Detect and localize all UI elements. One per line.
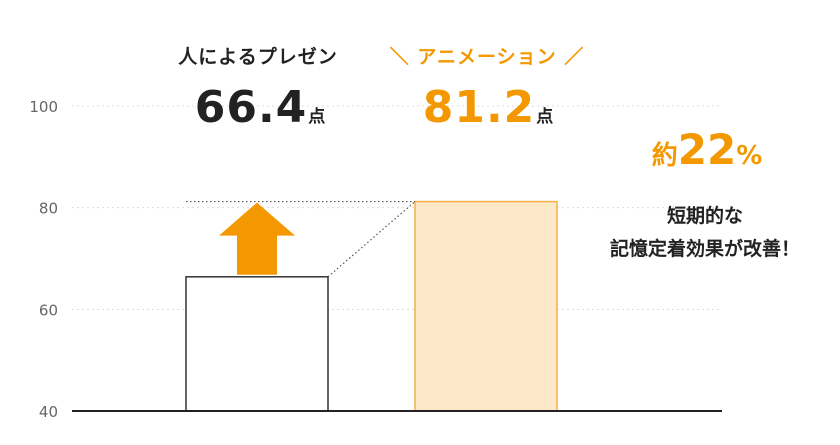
value-label-human-presentation: 66.4点 <box>190 82 330 133</box>
improvement-callout: 約22% <box>612 125 802 174</box>
y-tick-label: 80 <box>39 200 58 218</box>
up-arrow-icon <box>219 202 295 275</box>
y-tick-label: 100 <box>29 98 58 116</box>
value-label-animation: 81.2点 <box>418 82 558 133</box>
improvement-prefix: 約 <box>651 141 678 171</box>
y-tick-label: 60 <box>39 301 58 319</box>
value-unit: 点 <box>308 107 326 127</box>
value-number: 81.2 <box>422 82 536 133</box>
y-tick-label: 40 <box>39 403 58 421</box>
description-line-2: 記憶定着効果が改善！ <box>609 238 800 260</box>
header-deco-right: ／ <box>564 46 585 68</box>
bar-human-presentation <box>185 276 329 412</box>
improvement-description: 短期的な 記憶定着効果が改善！ <box>580 200 830 266</box>
improvement-unit: % <box>736 141 763 171</box>
description-line-1: 短期的な <box>666 205 743 227</box>
bar-animation <box>414 200 558 412</box>
value-unit: 点 <box>536 107 554 127</box>
category-label-animation: ＼ アニメーション ／ <box>382 42 592 69</box>
category-label-human-presentation: 人によるプレゼン <box>178 46 338 68</box>
header-deco-left: ＼ <box>389 46 410 68</box>
value-number: 66.4 <box>194 82 308 133</box>
category-label-animation-text: アニメーション <box>417 46 557 68</box>
improvement-value: 22 <box>677 125 737 174</box>
comparison-diagonal-line <box>327 201 416 278</box>
